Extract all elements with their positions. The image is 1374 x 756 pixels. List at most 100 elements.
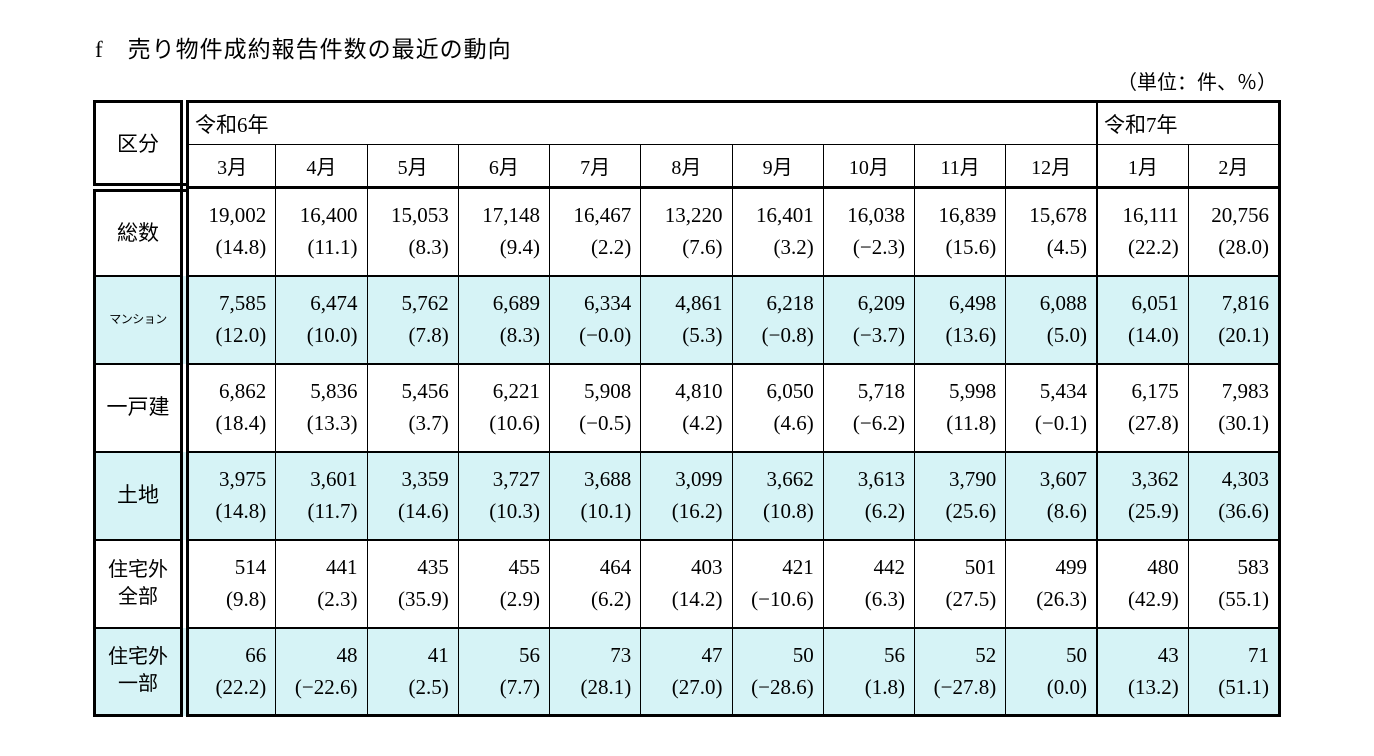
cell-count: 52: [975, 642, 997, 667]
cell-count: 48: [336, 642, 358, 667]
data-cell: 5,836 (13.3): [275, 363, 367, 452]
cell-count: 6,088: [1039, 290, 1087, 315]
cell-rate: (2.9): [499, 587, 540, 611]
data-cell: 7,585 (12.0): [183, 275, 276, 364]
cell-rate: (22.2): [1128, 235, 1179, 260]
data-cell: 464 (6.2): [548, 539, 641, 628]
cell-rate: (13.3): [306, 411, 358, 435]
cell-count: 480: [1147, 554, 1179, 579]
month-header-8: 10月: [822, 144, 915, 189]
data-cell: 6,474 (10.0): [275, 275, 367, 364]
data-cell: 3,790 (25.6): [913, 451, 1006, 540]
cell-count: 7,816: [1221, 290, 1269, 315]
data-cell: 50 (0.0): [1005, 627, 1097, 716]
data-cell: 56 (1.8): [822, 627, 915, 716]
month-header-3: 5月: [366, 144, 459, 189]
data-cell: 43 (13.2): [1095, 627, 1189, 716]
cell-rate: (6.3): [864, 587, 905, 611]
cell-rate: (22.2): [215, 674, 267, 699]
cell-count: 435: [417, 554, 449, 579]
cell-count: 6,334: [584, 290, 632, 315]
month-header-1: 3月: [183, 144, 276, 189]
cell-rate: (14.6): [398, 499, 449, 523]
month-header-5: 7月: [548, 144, 641, 189]
cell-rate: (15.6): [945, 235, 997, 260]
cell-count: 5,718: [857, 378, 905, 403]
cell-count: 66: [245, 642, 267, 667]
table-row: 住宅外 一部 66 (22.2) 48 (−22.6) 41 (2.5) 56 (7.7) 73 (2…: [94, 627, 1280, 716]
data-cell: 16,839 (15.6): [913, 187, 1006, 276]
data-cell: 514 (9.8): [183, 539, 276, 628]
cell-count: 19,002: [208, 203, 267, 228]
cell-count: 6,175: [1131, 378, 1179, 403]
cell-rate: (−28.6): [751, 674, 814, 699]
cell-rate: (7.6): [682, 235, 723, 260]
data-cell: 5,456 (3.7): [366, 363, 459, 452]
cell-rate: (5.0): [1046, 323, 1087, 347]
data-cell: 73 (28.1): [548, 627, 641, 716]
cell-count: 464: [599, 554, 632, 579]
cell-rate: (1.8): [864, 674, 905, 699]
data-cell: 47 (27.0): [640, 627, 732, 716]
sales-contract-report-table: 区分 令和6年 令和7年 3月 4月 5月 6月 7月 8月 9月 10月 11月 12月 1月 2月…: [93, 100, 1281, 717]
cell-count: 73: [610, 642, 632, 667]
cell-rate: (10.3): [489, 499, 540, 523]
cell-rate: (36.6): [1218, 499, 1269, 523]
data-cell: 3,662 (10.8): [731, 451, 824, 540]
cell-rate: (−0.8): [761, 323, 814, 347]
data-cell: 5,718 (−6.2): [822, 363, 915, 452]
cell-count: 455: [508, 554, 541, 579]
cell-count: 4,303: [1221, 466, 1269, 491]
row-label: マンション: [94, 275, 189, 364]
data-cell: 50 (−28.6): [731, 627, 824, 716]
cell-count: 3,727: [492, 466, 540, 491]
cell-rate: (20.1): [1218, 323, 1269, 347]
cell-count: 3,688: [584, 466, 632, 491]
table-row: 土地 3,975 (14.8) 3,601 (11.7) 3,359 (14.6) 3,727…: [94, 451, 1280, 540]
cell-rate: (9.4): [499, 235, 540, 260]
data-cell: 480 (42.9): [1095, 539, 1189, 628]
cell-rate: (7.7): [499, 674, 540, 699]
cell-count: 5,998: [949, 378, 997, 403]
data-cell: 583 (55.1): [1187, 539, 1280, 628]
row-label: 土地: [94, 451, 189, 540]
cell-count: 43: [1157, 642, 1179, 667]
data-cell: 6,689 (8.3): [457, 275, 550, 364]
data-cell: 441 (2.3): [275, 539, 367, 628]
cell-rate: (−0.1): [1034, 411, 1087, 435]
table-row: 住宅外 全部 514 (9.8) 441 (2.3) 435 (35.9) 455 (2.9) 46…: [94, 539, 1280, 628]
data-cell: 5,762 (7.8): [366, 275, 459, 364]
cell-rate: (5.3): [682, 323, 723, 347]
data-cell: 3,975 (14.8): [183, 451, 276, 540]
data-cell: 6,334 (−0.0): [548, 275, 641, 364]
cell-rate: (10.8): [763, 499, 814, 523]
cell-rate: (11.1): [307, 235, 358, 260]
cell-count: 6,498: [949, 290, 997, 315]
data-cell: 6,050 (4.6): [731, 363, 824, 452]
data-cell: 5,908 (−0.5): [548, 363, 641, 452]
row-label-line1: 住宅外: [108, 646, 168, 669]
cell-count: 17,148: [482, 203, 540, 228]
table-row: マンション 7,585 (12.0) 6,474 (10.0) 5,762 (7.8) 6,6…: [94, 275, 1280, 364]
cell-count: 15,678: [1029, 203, 1087, 228]
cell-count: 15,053: [391, 203, 449, 228]
data-cell: 499 (26.3): [1005, 539, 1097, 628]
data-cell: 6,862 (18.4): [183, 363, 276, 452]
cell-rate: (10.0): [306, 323, 358, 347]
cell-rate: (30.1): [1218, 411, 1269, 435]
cell-count: 7,983: [1221, 378, 1269, 403]
cell-rate: (18.4): [215, 411, 267, 435]
cell-count: 50: [792, 642, 814, 667]
data-cell: 455 (2.9): [457, 539, 550, 628]
cell-count: 6,689: [492, 290, 540, 315]
cell-count: 16,111: [1122, 203, 1179, 228]
data-cell: 3,688 (10.1): [548, 451, 641, 540]
cell-rate: (2.3): [317, 587, 358, 611]
cell-count: 514: [234, 554, 267, 579]
month-header-2: 4月: [275, 144, 367, 189]
data-cell: 4,861 (5.3): [640, 275, 732, 364]
cell-rate: (14.0): [1128, 323, 1179, 347]
cell-rate: (2.5): [408, 674, 449, 699]
data-cell: 48 (−22.6): [275, 627, 367, 716]
data-cell: 4,303 (36.6): [1187, 451, 1280, 540]
